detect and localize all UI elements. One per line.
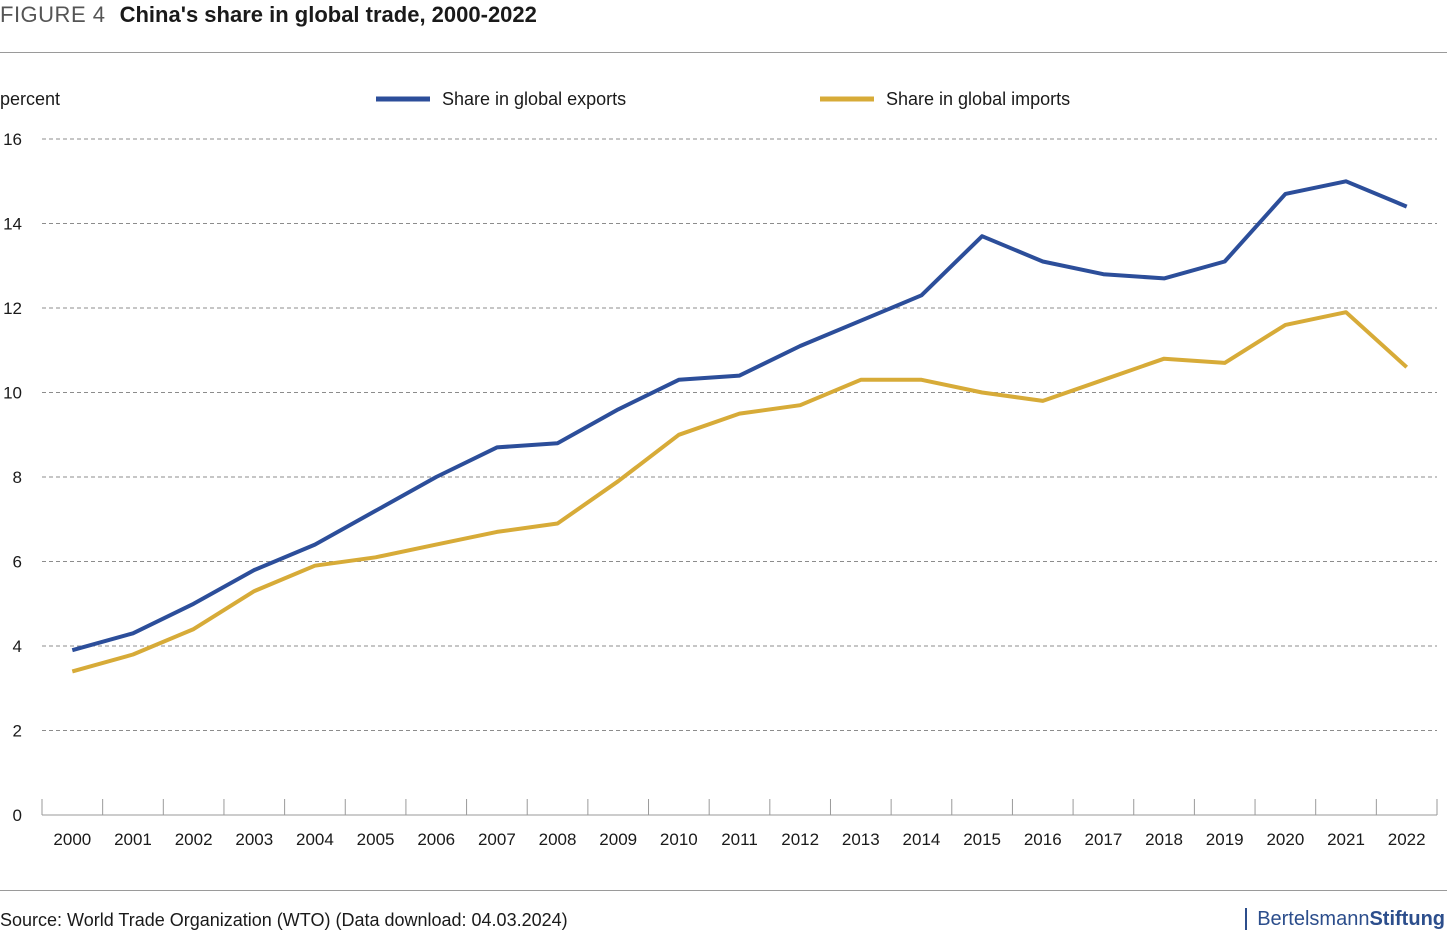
series-line-imports <box>71 310 1409 674</box>
x-tick-label: 2006 <box>417 830 455 849</box>
brand-part2: Stiftung <box>1369 908 1445 930</box>
y-tick-label: 2 <box>13 722 22 741</box>
x-tick-label: 2021 <box>1327 830 1365 849</box>
y-axis-unit-label: percent <box>0 89 60 109</box>
x-tick-label: 2010 <box>660 830 698 849</box>
brand-logo: BertelsmannStiftung <box>1245 908 1445 930</box>
x-tick-label: 2004 <box>296 830 334 849</box>
bottom-divider <box>0 890 1447 891</box>
x-tick-label: 2020 <box>1266 830 1304 849</box>
series-lines <box>71 179 1409 674</box>
x-tick-label: 2022 <box>1388 830 1426 849</box>
x-tick-label: 2000 <box>53 830 91 849</box>
figure-label: FIGURE 4 <box>0 2 106 27</box>
grid-lines <box>42 138 1437 731</box>
x-tick-label: 2013 <box>842 830 880 849</box>
figure-header: FIGURE 4 China's share in global trade, … <box>0 2 537 28</box>
x-tick-label: 2012 <box>781 830 819 849</box>
x-tick-label: 2011 <box>721 830 758 849</box>
x-tick-label: 2005 <box>357 830 395 849</box>
y-tick-label: 12 <box>3 299 22 318</box>
x-tick-label: 2008 <box>539 830 577 849</box>
y-tick-label: 16 <box>3 130 22 149</box>
x-tick-label: 2015 <box>963 830 1001 849</box>
x-tick-label: 2001 <box>114 830 152 849</box>
x-tick-label: 2009 <box>599 830 637 849</box>
brand-part1: Bertelsmann <box>1257 908 1370 930</box>
y-tick-label: 10 <box>3 384 22 403</box>
y-tick-labels: 0 2 4 6 8 10 12 14 16 <box>3 130 22 825</box>
legend-label: Share in global exports <box>442 89 626 109</box>
legend: Share in global exports Share in global i… <box>376 89 1070 109</box>
x-tick-label: 2007 <box>478 830 516 849</box>
x-tick-label: 2002 <box>175 830 213 849</box>
y-tick-label: 14 <box>3 215 22 234</box>
top-divider <box>0 52 1447 53</box>
x-tick-label: 2017 <box>1084 830 1122 849</box>
series-line-exports <box>71 179 1408 653</box>
x-axis: 2000 2001 2002 2003 2004 2005 2006 2007 2008 2009… <box>41 799 1438 849</box>
source-note: Source: World Trade Organization (WTO) (… <box>0 910 568 930</box>
x-tick-label: 2016 <box>1024 830 1062 849</box>
x-tick-label: 2018 <box>1145 830 1183 849</box>
y-tick-label: 8 <box>13 468 22 487</box>
chart-title: China's share in global trade, 2000-2022 <box>119 2 537 27</box>
y-tick-label: 4 <box>13 637 22 656</box>
x-tick-label: 2019 <box>1206 830 1244 849</box>
x-tick-label: 2003 <box>235 830 273 849</box>
y-tick-label: 0 <box>13 806 22 825</box>
legend-label: Share in global imports <box>886 89 1070 109</box>
y-tick-label: 6 <box>13 553 22 572</box>
x-tick-label: 2014 <box>903 830 941 849</box>
